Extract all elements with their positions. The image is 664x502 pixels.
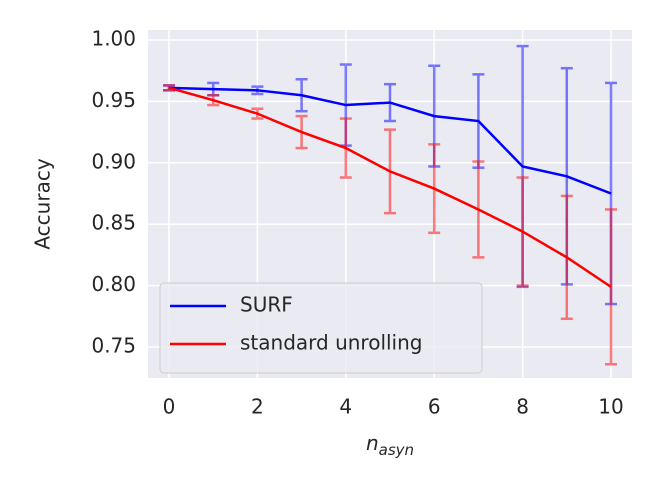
series-line (168, 86, 612, 195)
x-tick-label: 6 (428, 395, 441, 419)
x-axis-label: nasyn (366, 431, 414, 459)
y-tick-label: 0.90 (91, 149, 136, 173)
series-line (168, 86, 612, 288)
y-tick-label: 0.80 (91, 272, 136, 296)
y-tick-label: 1.00 (91, 26, 136, 50)
y-tick-label: 0.95 (91, 88, 136, 112)
x-tick-label: 8 (516, 395, 529, 419)
y-axis-label: Accuracy (31, 158, 55, 249)
legend-label: SURF (240, 293, 293, 317)
x-tick-label: 4 (339, 395, 352, 419)
x-tick-label: 2 (251, 395, 264, 419)
x-tick-label: 10 (598, 395, 623, 419)
y-tick-label: 0.85 (91, 211, 136, 235)
x-label-base: n (366, 431, 379, 455)
x-label-sub: asyn (379, 441, 414, 459)
legend-label: standard unrolling (240, 331, 422, 355)
x-tick-label: 0 (163, 395, 176, 419)
y-tick-label: 0.75 (91, 334, 136, 358)
legend-box (159, 282, 483, 374)
